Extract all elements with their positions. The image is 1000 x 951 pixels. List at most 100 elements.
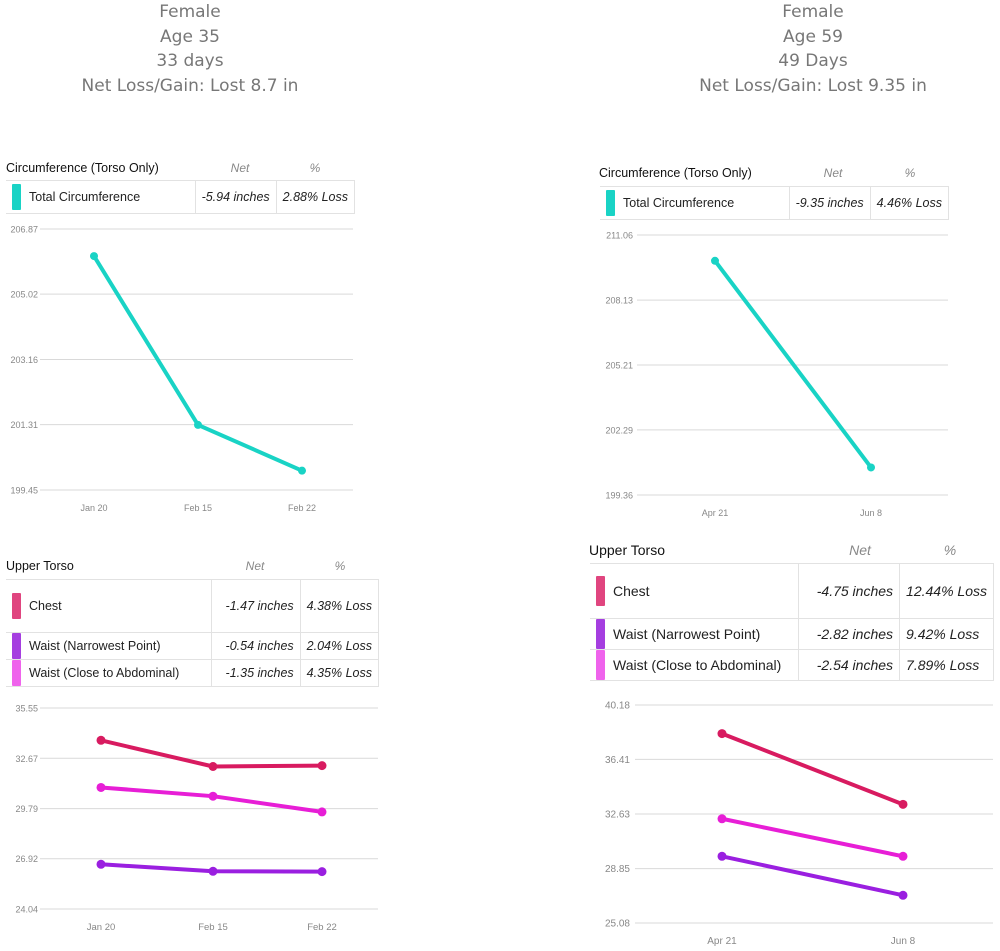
data-point <box>898 890 908 900</box>
y-tick-label: 199.45 <box>10 486 38 496</box>
data-point <box>898 799 908 809</box>
row-net: -1.47 inches <box>211 579 301 633</box>
left-upper-table: Chest -1.47 inches 4.38% Loss Waist (Nar… <box>6 579 380 687</box>
y-tick-label: 199.36 <box>605 491 633 501</box>
row-net: -4.75 inches <box>798 563 901 619</box>
data-point <box>317 867 327 877</box>
x-tick-label: Jun 8 <box>891 936 916 947</box>
table-row: Waist (Narrowest Point) -0.54 inches 2.0… <box>6 632 380 660</box>
right-circumference-chart: 199.36 202.29 205.21 208.13 211.06 Apr 21 Jun … <box>605 231 948 518</box>
row-label: Chest <box>29 599 62 613</box>
x-tick-label: Jun 8 <box>860 508 882 518</box>
legend-swatch <box>596 619 605 649</box>
data-point <box>898 851 908 861</box>
row-label: Total Circumference <box>623 196 735 210</box>
table-row: Waist (Narrowest Point) -2.82 inches 9.4… <box>590 618 994 650</box>
y-tick-label: 35.55 <box>15 704 38 714</box>
left-panel: Female Age 35 33 days Net Loss/Gain: Los… <box>6 0 380 933</box>
row-label: Waist (Narrowest Point) <box>29 639 161 653</box>
y-tick-label: 40.18 <box>605 701 630 712</box>
series-line <box>713 258 873 470</box>
y-tick-label: 201.31 <box>10 420 38 430</box>
x-tick-label: Jan 20 <box>87 922 116 933</box>
y-tick-label: 25.08 <box>605 919 630 930</box>
y-tick-label: 32.67 <box>15 754 38 764</box>
row-pct: 4.38% Loss <box>299 579 380 633</box>
y-tick-label: 26.92 <box>15 854 38 864</box>
x-tick-label: Apr 21 <box>702 508 729 518</box>
left-age: Age 35 <box>160 26 220 47</box>
x-tick-label: Feb 22 <box>288 503 316 513</box>
y-tick-label: 211.06 <box>606 231 633 241</box>
right-net-summary: Net Loss/Gain: Lost 9.35 in <box>699 75 927 96</box>
right-panel: Female Age 59 49 Days Net Loss/Gain: Los… <box>500 0 1000 951</box>
data-point <box>317 807 327 817</box>
left-circ-title: Circumference (Torso Only) <box>6 161 159 175</box>
data-point <box>717 814 727 824</box>
row-pct: 2.88% Loss <box>275 180 356 214</box>
row-pct: 4.35% Loss <box>299 659 380 687</box>
left-gender: Female <box>159 2 221 22</box>
right-upper-table: Chest -4.75 inches 12.44% Loss Waist (Na… <box>590 563 994 681</box>
legend-swatch <box>12 593 21 619</box>
right-circ-table: Total Circumference -9.35 inches 4.46% L… <box>600 186 950 220</box>
right-gender: Female <box>782 2 844 22</box>
legend-swatch <box>596 650 605 680</box>
data-point <box>96 735 106 745</box>
legend-swatch <box>12 184 21 210</box>
y-tick-label: 205.21 <box>605 361 633 371</box>
row-net: -2.82 inches <box>798 618 901 650</box>
data-point <box>711 256 719 265</box>
right-upper-title: Upper Torso <box>589 542 666 558</box>
y-tick-label: 206.87 <box>10 225 38 235</box>
legend-swatch <box>12 633 21 659</box>
right-age: Age 59 <box>783 26 843 47</box>
x-tick-label: Apr 21 <box>707 936 737 947</box>
row-label: Waist (Narrowest Point) <box>613 626 761 642</box>
y-tick-label: 28.85 <box>605 864 630 875</box>
data-point <box>208 762 218 772</box>
row-net: -0.54 inches <box>211 632 301 660</box>
data-point <box>717 851 727 861</box>
row-pct: 4.46% Loss <box>869 186 950 220</box>
left-upper-pct-head: % <box>334 559 346 573</box>
y-tick-label: 29.79 <box>15 804 38 814</box>
right-circ-net-head: Net <box>823 166 843 180</box>
left-circ-pct-head: % <box>309 161 321 175</box>
x-tick-label: Feb 22 <box>307 922 337 933</box>
data-point <box>96 782 106 792</box>
row-label: Waist (Close to Abdominal) <box>29 666 180 680</box>
legend-swatch <box>12 660 21 686</box>
left-circ-table: Total Circumference -5.94 inches 2.88% L… <box>6 180 356 214</box>
series-line <box>720 731 905 807</box>
left-circ-net-head: Net <box>230 161 250 175</box>
row-pct: 12.44% Loss <box>899 563 994 619</box>
left-header: Female Age 35 33 days Net Loss/Gain: Los… <box>40 0 340 98</box>
left-net-summary: Net Loss/Gain: Lost 8.7 in <box>81 75 299 96</box>
row-net: -1.35 inches <box>211 659 301 687</box>
table-row: Chest -4.75 inches 12.44% Loss <box>590 563 994 619</box>
data-point <box>90 252 98 261</box>
right-upper-net-head: Net <box>849 542 871 558</box>
y-tick-label: 36.41 <box>605 755 630 766</box>
left-upper-title: Upper Torso <box>6 559 74 573</box>
right-duration: 49 Days <box>778 51 848 71</box>
row-pct: 2.04% Loss <box>299 632 380 660</box>
y-tick-label: 202.29 <box>605 425 633 435</box>
legend-swatch <box>596 576 605 606</box>
series-line <box>720 816 905 859</box>
row-pct: 9.42% Loss <box>899 618 994 650</box>
right-header: Female Age 59 49 Days Net Loss/Gain: Los… <box>663 0 963 98</box>
table-row: Waist (Close to Abdominal) -2.54 inches … <box>590 649 994 681</box>
table-row: Total Circumference -5.94 inches 2.88% L… <box>6 180 356 214</box>
row-pct: 7.89% Loss <box>899 649 994 681</box>
x-tick-label: Jan 20 <box>80 503 107 513</box>
table-row: Total Circumference -9.35 inches 4.46% L… <box>600 186 950 220</box>
table-row: Waist (Close to Abdominal) -1.35 inches … <box>6 659 380 687</box>
data-point <box>717 729 727 739</box>
y-tick-label: 24.04 <box>15 905 38 915</box>
row-label: Total Circumference <box>29 190 141 204</box>
right-upper-torso-chart: 25.08 28.85 32.63 36.41 40.18 Apr 21 Jun 8 <box>605 701 993 947</box>
legend-swatch <box>606 190 615 216</box>
data-point <box>194 420 202 429</box>
